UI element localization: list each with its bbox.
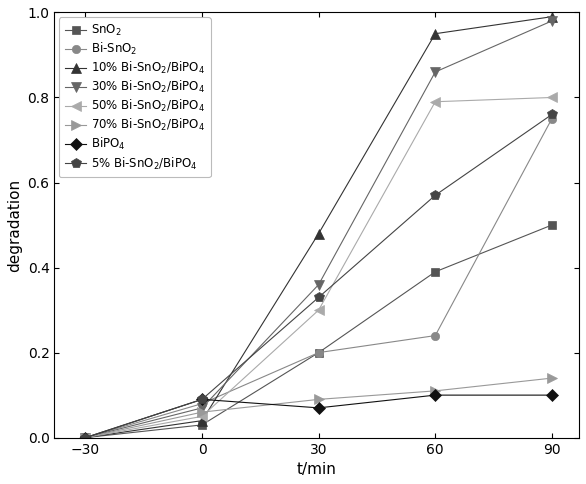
50% Bi-SnO$_2$/BiPO$_4$ [315, 307, 322, 313]
BiPO$_4$ [432, 392, 439, 398]
50% Bi-SnO$_2$/BiPO$_4$ [548, 94, 556, 100]
50% Bi-SnO$_2$/BiPO$_4$ [199, 413, 206, 419]
SnO$_2$ [199, 422, 206, 428]
SnO$_2$ [82, 435, 89, 440]
70% Bi-SnO$_2$/BiPO$_4$ [199, 409, 206, 415]
30% Bi-SnO$_2$/BiPO$_4$ [432, 69, 439, 75]
Bi-SnO$_2$ [315, 350, 322, 356]
X-axis label: t/min: t/min [297, 462, 336, 477]
10% Bi-SnO$_2$/BiPO$_4$ [82, 435, 89, 440]
5% Bi-SnO$_2$/BiPO$_4$ [548, 112, 556, 118]
10% Bi-SnO$_2$/BiPO$_4$ [315, 231, 322, 237]
Line: 30% Bi-SnO$_2$/BiPO$_4$: 30% Bi-SnO$_2$/BiPO$_4$ [81, 16, 557, 442]
Bi-SnO$_2$ [82, 435, 89, 440]
SnO$_2$ [548, 222, 556, 228]
50% Bi-SnO$_2$/BiPO$_4$ [432, 99, 439, 105]
30% Bi-SnO$_2$/BiPO$_4$ [548, 18, 556, 24]
Line: 5% Bi-SnO$_2$/BiPO$_4$: 5% Bi-SnO$_2$/BiPO$_4$ [81, 110, 557, 442]
Legend: SnO$_2$, Bi-SnO$_2$, 10% Bi-SnO$_2$/BiPO$_4$, 30% Bi-SnO$_2$/BiPO$_4$, 50% Bi-Sn: SnO$_2$, Bi-SnO$_2$, 10% Bi-SnO$_2$/BiPO… [59, 17, 210, 178]
70% Bi-SnO$_2$/BiPO$_4$ [432, 388, 439, 394]
SnO$_2$ [315, 350, 322, 356]
Line: 70% Bi-SnO$_2$/BiPO$_4$: 70% Bi-SnO$_2$/BiPO$_4$ [81, 373, 557, 442]
30% Bi-SnO$_2$/BiPO$_4$ [82, 435, 89, 440]
Line: SnO$_2$: SnO$_2$ [81, 221, 556, 442]
5% Bi-SnO$_2$/BiPO$_4$ [82, 435, 89, 440]
70% Bi-SnO$_2$/BiPO$_4$ [548, 375, 556, 381]
Line: 10% Bi-SnO$_2$/BiPO$_4$: 10% Bi-SnO$_2$/BiPO$_4$ [81, 12, 557, 442]
BiPO$_4$ [199, 396, 206, 402]
Line: Bi-SnO$_2$: Bi-SnO$_2$ [81, 115, 556, 442]
70% Bi-SnO$_2$/BiPO$_4$ [82, 435, 89, 440]
30% Bi-SnO$_2$/BiPO$_4$ [315, 282, 322, 287]
30% Bi-SnO$_2$/BiPO$_4$ [199, 405, 206, 411]
Y-axis label: degradation: degradation [7, 179, 22, 272]
10% Bi-SnO$_2$/BiPO$_4$ [548, 14, 556, 19]
Line: 50% Bi-SnO$_2$/BiPO$_4$: 50% Bi-SnO$_2$/BiPO$_4$ [81, 92, 557, 442]
Bi-SnO$_2$ [432, 333, 439, 338]
5% Bi-SnO$_2$/BiPO$_4$ [432, 192, 439, 198]
10% Bi-SnO$_2$/BiPO$_4$ [199, 418, 206, 424]
BiPO$_4$ [82, 435, 89, 440]
50% Bi-SnO$_2$/BiPO$_4$ [82, 435, 89, 440]
BiPO$_4$ [548, 392, 556, 398]
5% Bi-SnO$_2$/BiPO$_4$ [315, 294, 322, 300]
10% Bi-SnO$_2$/BiPO$_4$ [432, 31, 439, 37]
Line: BiPO$_4$: BiPO$_4$ [81, 391, 556, 442]
5% Bi-SnO$_2$/BiPO$_4$ [199, 396, 206, 402]
70% Bi-SnO$_2$/BiPO$_4$ [315, 396, 322, 402]
SnO$_2$ [432, 269, 439, 275]
Bi-SnO$_2$ [199, 401, 206, 407]
Bi-SnO$_2$ [548, 116, 556, 121]
BiPO$_4$ [315, 405, 322, 411]
